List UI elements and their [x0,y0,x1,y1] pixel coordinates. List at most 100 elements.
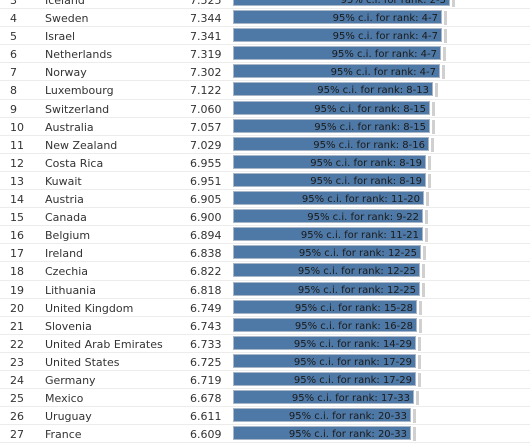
confidence-interval-label: 95% c.i. for rank: 9-22 [307,212,419,224]
score-cell: 6.822 [190,265,222,279]
table-row[interactable]: 7 Norway 7.302 95% c.i. for rank: 4-7 [0,63,530,82]
error-whisker [444,29,447,44]
confidence-interval-label: 95% c.i. for rank: 16-28 [294,320,413,332]
score-bar[interactable]: 95% c.i. for rank: 2-5 [233,0,450,6]
score-bar-cell: 95% c.i. for rank: 20-33 [233,425,530,443]
score-bar[interactable]: 95% c.i. for rank: 20-33 [233,408,411,423]
confidence-interval-label: 95% c.i. for rank: 11-20 [301,194,420,206]
score-bar[interactable]: 95% c.i. for rank: 17-33 [233,390,414,405]
confidence-interval-label: 95% c.i. for rank: 8-19 [310,175,422,187]
score-bar[interactable]: 95% c.i. for rank: 16-28 [233,317,417,332]
score-bar[interactable]: 95% c.i. for rank: 8-15 [233,118,430,133]
score-cell: 7.057 [190,120,222,134]
rank-cell: 5 [10,30,17,44]
error-whisker [418,354,421,369]
table-row[interactable]: 14 Austria 6.905 95% c.i. for rank: 11-20 [0,190,530,209]
score-bar[interactable]: 95% c.i. for rank: 11-20 [233,191,424,206]
table-row[interactable]: 20 United Kingdom 6.749 95% c.i. for rank: … [0,299,530,317]
table-row[interactable]: 23 United States 6.725 95% c.i. for rank: 1… [0,353,530,371]
score-bar[interactable]: 95% c.i. for rank: 17-29 [233,371,416,386]
table-row[interactable]: 13 Kuwait 6.951 95% c.i. for rank: 8-19 [0,172,530,191]
row-divider [0,152,530,154]
table-row[interactable]: 18 Czechia 6.822 95% c.i. for rank: 12-25 [0,262,530,281]
row-divider [0,279,530,281]
score-bar[interactable]: 95% c.i. for rank: 8-13 [233,82,433,97]
country-cell: Kuwait [45,174,82,188]
rank-cell: 26 [10,410,24,424]
table-row[interactable]: 19 Lithuania 6.818 95% c.i. for rank: 12-25 [0,281,530,299]
table-row[interactable]: 26 Uruguay 6.611 95% c.i. for rank: 20-33 [0,407,530,426]
table-row[interactable]: 22 United Arab Emirates 6.733 95% c.i. for … [0,335,530,353]
table-row[interactable]: 6 Netherlands 7.319 95% c.i. for rank: 4-7 [0,45,530,64]
score-bar-cell: 95% c.i. for rank: 16-28 [233,317,530,335]
score-cell: 6.900 [190,211,222,225]
score-bar[interactable]: 95% c.i. for rank: 8-15 [233,100,430,115]
confidence-interval-label: 95% c.i. for rank: 15-28 [294,302,413,314]
table-row[interactable]: 12 Costa Rica 6.955 95% c.i. for rank: 8-19 [0,154,530,172]
confidence-interval-label: 95% c.i. for rank: 20-33 [288,429,407,441]
score-bar-cell: 95% c.i. for rank: 4-7 [233,63,530,81]
score-bar[interactable]: 95% c.i. for rank: 12-25 [233,263,420,278]
table-row[interactable]: 5 Israel 7.341 95% c.i. for rank: 4-7 [0,27,530,46]
score-bar[interactable]: 95% c.i. for rank: 8-16 [233,136,429,151]
score-bar[interactable]: 95% c.i. for rank: 4-7 [233,64,440,79]
confidence-interval-label: 95% c.i. for rank: 4-7 [332,13,438,25]
table-row[interactable]: 27 France 6.609 95% c.i. for rank: 20-33 [0,425,530,443]
error-whisker [443,47,446,62]
table-row[interactable]: 8 Luxembourg 7.122 95% c.i. for rank: 8-13 [0,81,530,100]
score-cell: 6.609 [190,428,222,442]
confidence-interval-label: 95% c.i. for rank: 20-33 [288,411,407,423]
confidence-interval-label: 95% c.i. for rank: 14-29 [293,338,412,350]
score-cell: 6.719 [190,373,222,387]
score-bar[interactable]: 95% c.i. for rank: 12-25 [233,281,420,296]
country-cell: Iceland [45,0,85,7]
error-whisker [423,246,426,261]
score-bar[interactable]: 95% c.i. for rank: 4-7 [233,10,442,25]
rank-cell: 13 [10,174,24,188]
table-row[interactable]: 4 Sweden 7.344 95% c.i. for rank: 4-7 [0,9,530,28]
table-row[interactable]: 25 Mexico 6.678 95% c.i. for rank: 17-33 [0,389,530,408]
country-cell: United Kingdom [45,301,134,315]
confidence-interval-label: 95% c.i. for rank: 17-33 [291,393,410,405]
score-bar-cell: 95% c.i. for rank: 8-19 [233,154,530,172]
table-row[interactable]: 16 Belgium 6.894 95% c.i. for rank: 11-21 [0,226,530,245]
score-bar[interactable]: 95% c.i. for rank: 14-29 [233,335,416,350]
score-cell: 7.060 [190,102,222,116]
table-row[interactable]: 24 Germany 6.719 95% c.i. for rank: 17-29 [0,371,530,390]
score-bar[interactable]: 95% c.i. for rank: 20-33 [233,426,411,441]
table-row[interactable]: 3 Iceland 7.525 95% c.i. for rank: 2-5 [0,0,530,10]
table-row[interactable]: 10 Australia 7.057 95% c.i. for rank: 8-15 [0,118,530,136]
confidence-interval-label: 95% c.i. for rank: 12-25 [297,266,416,278]
rank-cell: 4 [10,12,17,26]
table-row[interactable]: 21 Slovenia 6.743 95% c.i. for rank: 16-28 [0,317,530,335]
score-bar[interactable]: 95% c.i. for rank: 4-7 [233,28,442,43]
rank-cell: 19 [10,283,24,297]
score-bar[interactable]: 95% c.i. for rank: 8-19 [233,154,426,169]
table-row[interactable]: 15 Canada 6.900 95% c.i. for rank: 9-22 [0,208,530,227]
score-bar-cell: 95% c.i. for rank: 11-21 [233,226,530,244]
score-bar[interactable]: 95% c.i. for rank: 17-29 [233,353,416,368]
score-bar-cell: 95% c.i. for rank: 17-33 [233,389,530,407]
table-row[interactable]: 17 Ireland 6.838 95% c.i. for rank: 12-25 [0,244,530,263]
score-bar[interactable]: 95% c.i. for rank: 12-25 [233,245,421,260]
score-bar[interactable]: 95% c.i. for rank: 9-22 [233,209,423,224]
country-cell: Canada [45,211,87,225]
row-divider [0,388,530,390]
country-cell: United States [45,355,120,369]
score-bar[interactable]: 95% c.i. for rank: 8-19 [233,172,426,187]
row-divider [0,62,530,64]
country-cell: Australia [45,120,94,134]
score-bar[interactable]: 95% c.i. for rank: 4-7 [233,46,441,61]
confidence-interval-label: 95% c.i. for rank: 2-5 [340,0,446,6]
error-whisker [413,427,416,442]
score-bar-cell: 95% c.i. for rank: 9-22 [233,208,530,226]
error-whisker [435,83,438,98]
confidence-interval-label: 95% c.i. for rank: 17-29 [293,374,412,386]
table-row[interactable]: 11 New Zealand 7.029 95% c.i. for rank: 8-1… [0,136,530,154]
error-whisker [419,300,422,315]
score-bar[interactable]: 95% c.i. for rank: 15-28 [233,299,417,314]
table-row[interactable]: 9 Switzerland 7.060 95% c.i. for rank: 8-15 [0,100,530,118]
confidence-interval-label: 95% c.i. for rank: 11-21 [300,230,419,242]
score-bar[interactable]: 95% c.i. for rank: 11-21 [233,227,423,242]
